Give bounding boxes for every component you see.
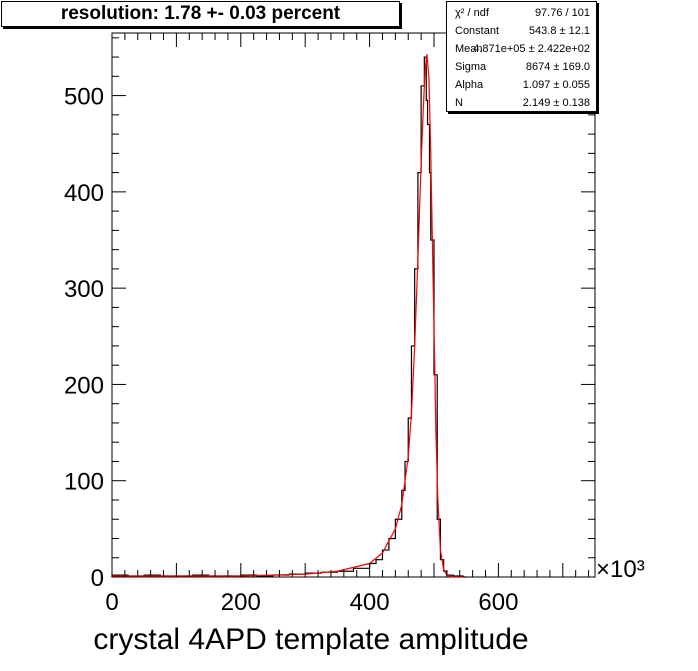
- y-tick-label: 300: [64, 276, 104, 303]
- stat-label: χ² / ndf: [455, 7, 489, 19]
- chart-title: resolution: 1.78 +- 0.03 percent: [1, 1, 400, 27]
- y-tick-label: 0: [91, 565, 104, 592]
- stat-label: Constant: [455, 25, 500, 37]
- y-tick-label: 100: [64, 469, 104, 496]
- stats-box: χ² / ndf 97.76 / 101 Constant 543.8 ± 12…: [446, 1, 597, 112]
- stat-label: Alpha: [455, 79, 484, 91]
- y-tick-label: 400: [64, 180, 104, 207]
- stat-row-n: N 2.149 ± 0.138: [455, 95, 590, 111]
- stat-value: 543.8 ± 12.1: [528, 25, 590, 37]
- stat-value: 97.76 / 101: [534, 7, 590, 19]
- x-tick-label: 600: [478, 589, 518, 616]
- stat-row-mean: Mean 4.871e+05 ± 2.422e+02: [455, 41, 590, 57]
- stat-value: 1.097 ± 0.055: [522, 79, 590, 91]
- x-tick-label: 400: [350, 589, 390, 616]
- x-axis-multiplier: ×10³: [596, 556, 645, 583]
- y-tick-label: 200: [64, 372, 104, 399]
- stat-value: 8674 ± 169.0: [525, 61, 590, 73]
- stat-value: 2.149 ± 0.138: [522, 97, 590, 109]
- x-tick-label: 200: [221, 589, 261, 616]
- stat-row-alpha: Alpha 1.097 ± 0.055: [455, 77, 590, 93]
- x-tick-label: 0: [105, 589, 118, 616]
- stat-label: Sigma: [455, 61, 487, 73]
- y-tick-label: 500: [64, 84, 104, 111]
- stat-row-chi2: χ² / ndf 97.76 / 101: [455, 5, 590, 21]
- stat-label: N: [455, 97, 463, 109]
- stat-row-constant: Constant 543.8 ± 12.1: [455, 23, 590, 39]
- stat-label: Mean: [455, 43, 483, 55]
- plot-frame: [111, 32, 596, 578]
- x-axis-label: crystal 4APD template amplitude: [93, 623, 528, 656]
- fit-curve: [112, 54, 463, 578]
- histogram-series: [111, 56, 467, 578]
- stat-row-sigma: Sigma 8674 ± 169.0: [455, 59, 590, 75]
- stat-value: 4.871e+05 ± 2.422e+02: [473, 43, 590, 55]
